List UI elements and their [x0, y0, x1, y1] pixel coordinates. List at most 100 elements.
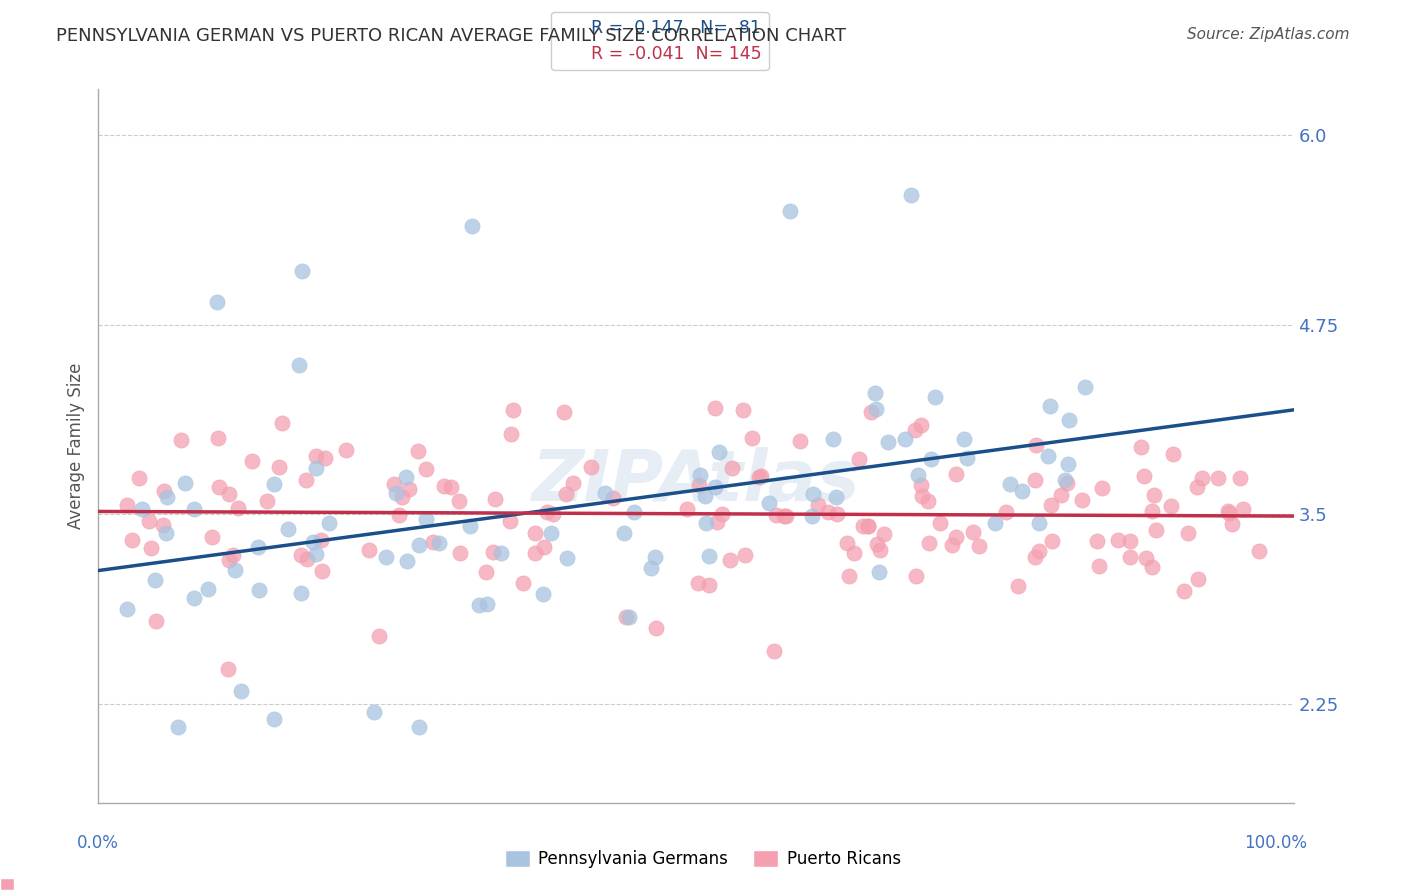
Pennsylvania Germans — [305, 547, 328, 561]
Puerto Ricans — [440, 480, 463, 494]
Text: Source: ZipAtlas.com: Source: ZipAtlas.com — [1187, 27, 1350, 42]
Pennsylvania Germans — [263, 477, 285, 491]
Puerto Ricans — [1249, 544, 1271, 558]
Puerto Ricans — [911, 489, 934, 503]
Puerto Ricans — [1143, 488, 1166, 502]
Pennsylvania Germans — [823, 432, 845, 446]
Puerto Ricans — [676, 501, 699, 516]
Puerto Ricans — [1206, 471, 1229, 485]
Puerto Ricans — [775, 508, 797, 523]
Puerto Ricans — [749, 469, 772, 483]
Puerto Ricans — [128, 470, 150, 484]
Puerto Ricans — [553, 405, 575, 419]
Pennsylvania Germans — [1057, 457, 1080, 471]
Puerto Ricans — [1056, 476, 1078, 491]
Pennsylvania Germans — [415, 512, 437, 526]
Pennsylvania Germans — [174, 476, 197, 491]
Pennsylvania Germans — [1053, 473, 1076, 487]
Puerto Ricans — [222, 548, 245, 562]
Puerto Ricans — [703, 401, 725, 415]
Pennsylvania Germans — [920, 452, 942, 467]
Puerto Ricans — [152, 517, 174, 532]
Puerto Ricans — [763, 644, 786, 658]
Puerto Ricans — [1025, 438, 1047, 452]
Puerto Ricans — [866, 537, 889, 551]
Pennsylvania Germans — [894, 432, 917, 446]
Pennsylvania Germans — [689, 468, 711, 483]
Puerto Ricans — [533, 540, 555, 554]
Pennsylvania Germans — [318, 516, 340, 530]
Pennsylvania Germans — [229, 684, 252, 698]
Puerto Ricans — [422, 534, 444, 549]
Puerto Ricans — [748, 470, 770, 484]
Pennsylvania Germans — [865, 401, 887, 416]
Pennsylvania Germans — [1028, 516, 1050, 530]
Pennsylvania Germans — [953, 432, 976, 446]
Puerto Ricans — [838, 569, 860, 583]
Pennsylvania Germans — [907, 467, 929, 482]
Pennsylvania Germans — [489, 546, 512, 560]
Puerto Ricans — [153, 484, 176, 499]
Pennsylvania Germans — [623, 505, 645, 519]
Pennsylvania Germans — [408, 720, 430, 734]
Puerto Ricans — [1177, 525, 1199, 540]
Puerto Ricans — [208, 480, 231, 494]
Puerto Ricans — [1218, 506, 1240, 520]
Pennsylvania Germans — [155, 525, 177, 540]
Puerto Ricans — [917, 536, 939, 550]
Puerto Ricans — [1142, 560, 1164, 574]
Puerto Ricans — [524, 525, 547, 540]
Puerto Ricans — [910, 478, 932, 492]
Text: 100.0%: 100.0% — [1244, 834, 1308, 852]
Puerto Ricans — [873, 527, 896, 541]
Puerto Ricans — [1187, 572, 1209, 586]
Pennsylvania Germans — [395, 554, 418, 568]
Pennsylvania Germans — [301, 535, 323, 549]
Puerto Ricans — [962, 524, 984, 539]
Puerto Ricans — [449, 545, 471, 559]
Puerto Ricans — [842, 546, 865, 560]
Pennsylvania Germans — [695, 489, 717, 503]
Puerto Ricans — [904, 423, 927, 437]
Pennsylvania Germans — [644, 549, 666, 564]
Pennsylvania Germans — [468, 598, 491, 612]
Puerto Ricans — [256, 493, 278, 508]
Puerto Ricans — [502, 403, 524, 417]
Puerto Ricans — [217, 662, 239, 676]
Puerto Ricans — [499, 514, 522, 528]
Puerto Ricans — [581, 460, 603, 475]
Puerto Ricans — [688, 477, 710, 491]
Puerto Ricans — [295, 473, 318, 487]
Pennsylvania Germans — [224, 563, 246, 577]
Puerto Ricans — [807, 499, 830, 513]
Puerto Ricans — [905, 569, 928, 583]
Puerto Ricans — [1088, 558, 1111, 573]
Pennsylvania Germans — [555, 550, 578, 565]
Puerto Ricans — [1107, 533, 1129, 547]
Pennsylvania Germans — [697, 549, 720, 563]
Pennsylvania Germans — [540, 526, 562, 541]
Pennsylvania Germans — [477, 598, 499, 612]
Pennsylvania Germans — [156, 490, 179, 504]
Pennsylvania Germans — [1057, 413, 1080, 427]
Puerto Ricans — [602, 491, 624, 505]
Puerto Ricans — [368, 629, 391, 643]
Puerto Ricans — [1040, 534, 1063, 549]
Text: ZIPAtlas: ZIPAtlas — [531, 447, 860, 516]
Pennsylvania Germans — [758, 496, 780, 510]
Puerto Ricans — [1229, 471, 1251, 485]
Puerto Ricans — [614, 610, 637, 624]
Puerto Ricans — [138, 514, 160, 528]
Pennsylvania Germans — [263, 712, 285, 726]
Puerto Ricans — [554, 487, 576, 501]
Puerto Ricans — [734, 548, 756, 562]
Puerto Ricans — [218, 553, 240, 567]
Puerto Ricans — [359, 542, 381, 557]
Puerto Ricans — [917, 493, 939, 508]
Puerto Ricans — [207, 431, 229, 445]
Pennsylvania Germans — [1038, 449, 1060, 463]
Pennsylvania Germans — [197, 582, 219, 596]
Puerto Ricans — [1007, 579, 1029, 593]
Puerto Ricans — [741, 431, 763, 445]
Pennsylvania Germans — [640, 561, 662, 575]
